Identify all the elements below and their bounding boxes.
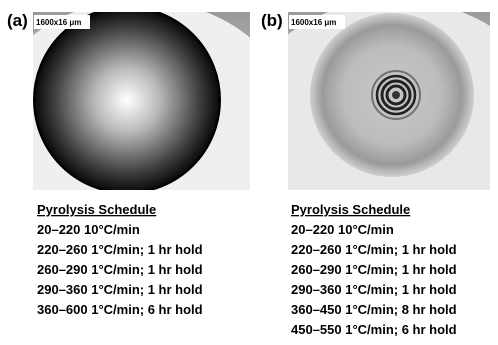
image-b bbox=[245, 0, 498, 230]
panel-label: (a) bbox=[7, 11, 28, 30]
panel-label: (b) bbox=[261, 11, 283, 30]
figure: (a) 1600x16 μm Pyrolysis Schedule 20–220 10… bbox=[0, 0, 498, 345]
image-a bbox=[0, 0, 290, 236]
schedule-step: 260–290 1°C/min; 1 hr hold bbox=[291, 262, 457, 277]
schedule-step: 20–220 10°C/min bbox=[37, 222, 140, 237]
schedule-step: 220–260 1°C/min; 1 hr hold bbox=[37, 242, 203, 257]
schedule-step: 220–260 1°C/min; 1 hr hold bbox=[291, 242, 457, 257]
schedule-step: 450–550 1°C/min; 6 hr hold bbox=[291, 322, 457, 337]
scale-label: 1600x16 μm bbox=[36, 18, 81, 27]
schedule-step: 260–290 1°C/min; 1 hr hold bbox=[37, 262, 203, 277]
schedule-step: 290–360 1°C/min; 1 hr hold bbox=[37, 282, 203, 297]
schedule-step: 20–220 10°C/min bbox=[291, 222, 394, 237]
schedule-step: 360–450 1°C/min; 8 hr hold bbox=[291, 302, 457, 317]
schedule-step: 290–360 1°C/min; 1 hr hold bbox=[291, 282, 457, 297]
scale-label: 1600x16 μm bbox=[291, 18, 336, 27]
schedule-title: Pyrolysis Schedule bbox=[291, 202, 410, 217]
schedule-title: Pyrolysis Schedule bbox=[37, 202, 156, 217]
schedule-step: 360–600 1°C/min; 6 hr hold bbox=[37, 302, 203, 317]
